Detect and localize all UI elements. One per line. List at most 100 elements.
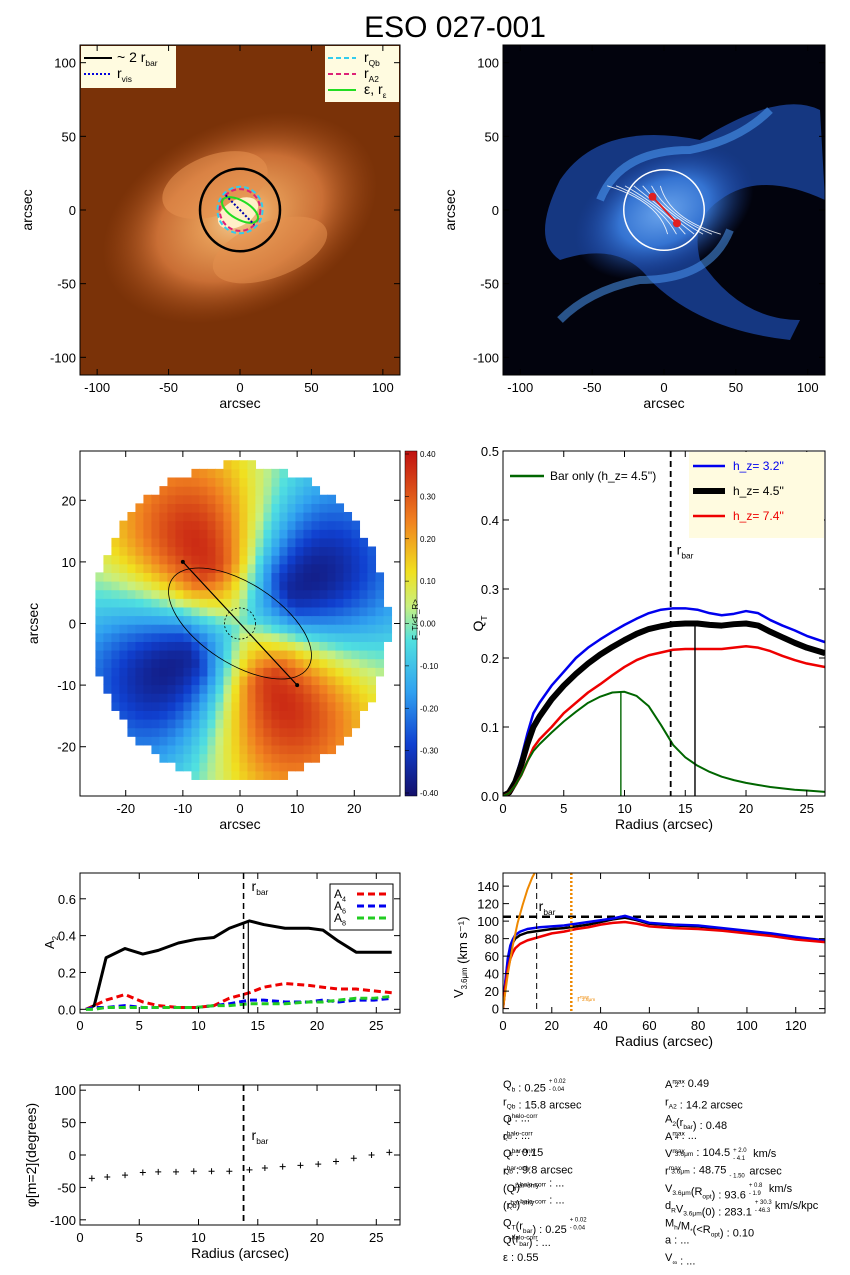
heatmap-cell: [327, 520, 337, 530]
heatmap-cell: [311, 486, 321, 496]
heatmap-cell: [111, 598, 121, 608]
heatmap-cell: [255, 718, 265, 729]
heatmap-cell: [167, 503, 177, 513]
heatmap-cell: [239, 718, 249, 729]
heatmap-cell: [247, 589, 257, 599]
x-tick-label: 5: [560, 801, 567, 816]
heatmap-cell: [207, 572, 217, 582]
heatmap-cell: [215, 503, 225, 513]
heatmap-cell: [119, 667, 129, 677]
heatmap-cell: [287, 589, 297, 599]
y-tick-label: 0.2: [58, 965, 76, 980]
x-tick-label: 0: [660, 380, 667, 395]
y-tick-label: 0.1: [481, 720, 499, 735]
heatmap-cell: [199, 511, 209, 522]
heatmap-cell: [151, 520, 161, 530]
heatmap-cell: [199, 684, 209, 694]
y-tick-label: 0: [69, 617, 76, 632]
heatmap-cell: [175, 753, 185, 763]
y-axis-label: arcsec: [442, 189, 458, 230]
heatmap-cell: [151, 632, 161, 642]
x-tick-label: 100: [372, 380, 394, 395]
heatmap-cell: [279, 753, 289, 763]
heatmap-cell: [175, 641, 185, 651]
heatmap-cell: [359, 589, 369, 599]
heatmap-cell: [295, 563, 305, 573]
heatmap-cell: [311, 580, 321, 591]
heatmap-cell: [159, 606, 169, 617]
force-contour: [624, 185, 686, 235]
heatmap-cell: [175, 615, 185, 625]
heatmap-cell: [239, 468, 249, 479]
legend-right-label: rQb: [364, 49, 380, 68]
heatmap-cell: [279, 511, 289, 522]
heatmap-cell: [215, 667, 225, 677]
heatmap-cell: [191, 762, 201, 772]
parameter-row: Mh/M*(<Ropt) : 0.10: [665, 1217, 754, 1239]
heatmap-cell: [119, 598, 129, 608]
heatmap-cell: [127, 563, 137, 573]
heatmap-cell: [351, 658, 361, 668]
heatmap-cell: [215, 606, 225, 617]
heatmap-cell: [111, 641, 121, 651]
heatmap-cell: [215, 624, 225, 634]
heatmap-cell: [343, 529, 353, 539]
heatmap-cell: [271, 537, 281, 548]
heatmap-cell: [303, 598, 313, 608]
heatmap-cell: [335, 667, 345, 677]
page-title: ESO 027-001: [364, 11, 546, 44]
heatmap-cell: [199, 589, 209, 599]
heatmap-cell: [271, 486, 281, 496]
heatmap-cell: [167, 563, 177, 573]
heatmap-cell: [175, 632, 185, 642]
heatmap-cell: [319, 555, 329, 565]
heatmap-cell: [167, 658, 177, 668]
heatmap-cell: [375, 606, 385, 617]
parameter-row: Amax4 : ...: [665, 1130, 697, 1143]
heatmap-cell: [319, 675, 329, 686]
heatmap-cell: [199, 770, 209, 780]
heatmap-cell: [303, 520, 313, 530]
y-tick-label: 0.3: [481, 582, 499, 597]
heatmap-cell: [271, 641, 281, 651]
heatmap-cell: [215, 529, 225, 539]
heatmap-cell: [327, 675, 337, 686]
y-tick-label: 0.0: [481, 789, 499, 804]
heatmap-cell: [159, 572, 169, 582]
heatmap-cell: [383, 624, 393, 634]
heatmap-cell: [199, 520, 209, 530]
heatmap-cell: [151, 641, 161, 651]
legend-right-label: rA2: [364, 65, 379, 84]
heatmap-cell: [183, 727, 193, 737]
heatmap-cell: [319, 701, 329, 711]
y-tick-label: -100: [473, 350, 499, 365]
heatmap-cell: [151, 563, 161, 573]
heatmap-cell: [175, 762, 185, 772]
heatmap-cell: [263, 693, 273, 703]
heatmap-cell: [167, 546, 177, 556]
qt-legend-label: h_z= 4.5'': [733, 484, 784, 498]
heatmap-cell: [255, 529, 265, 539]
heatmap-cell: [223, 546, 233, 556]
heatmap-cell: [279, 477, 289, 487]
heatmap-cell: [151, 598, 161, 608]
parameter-row: rhalo-corrQb : ...: [503, 1130, 533, 1143]
heatmap-cell: [223, 727, 233, 737]
heatmap-cell: [231, 684, 241, 694]
y-tick-label: 0: [492, 1002, 499, 1017]
heatmap-cell: [103, 667, 113, 677]
parameter-row: Qhalo-corrT(rbar) : ...: [503, 1234, 551, 1249]
heatmap-cell: [335, 675, 345, 686]
x-tick-label: 25: [369, 1018, 383, 1033]
y-tick-label: 140: [477, 879, 499, 894]
x-tick-label: 10: [617, 801, 631, 816]
heatmap-cell: [119, 606, 129, 617]
heatmap-cell: [167, 693, 177, 703]
x-tick-label: 0: [499, 801, 506, 816]
heatmap-cell: [239, 503, 249, 513]
heatmap-cell: [263, 486, 273, 496]
heatmap-cell: [303, 718, 313, 729]
heatmap-cell: [263, 563, 273, 573]
heatmap-cell: [143, 546, 153, 556]
heatmap-cell: [199, 641, 209, 651]
